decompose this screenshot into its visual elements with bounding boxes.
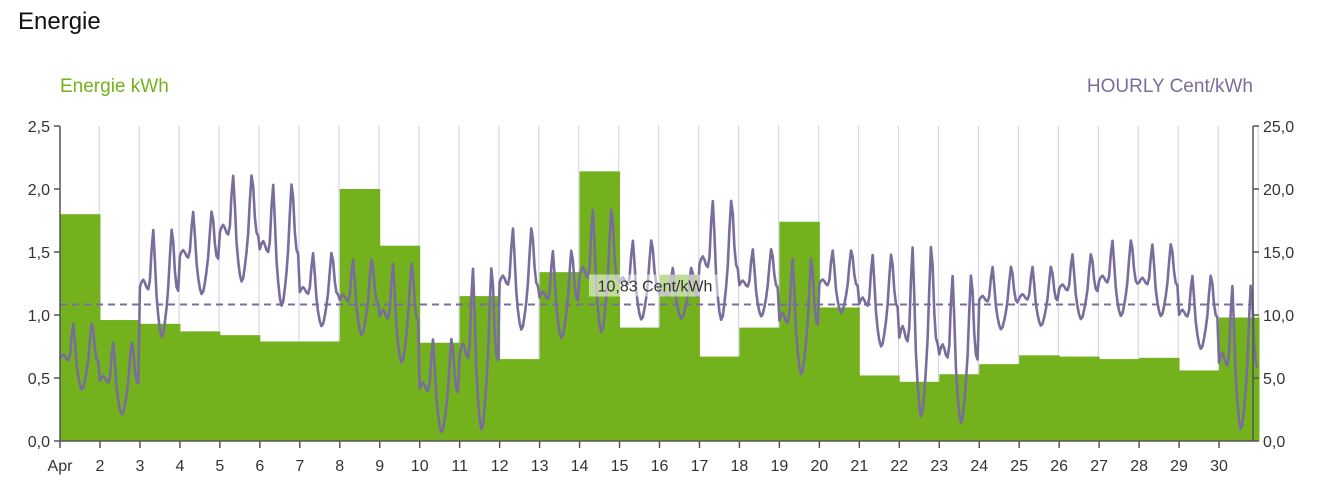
x-tick-label: Apr xyxy=(48,458,74,475)
x-tick-label: 21 xyxy=(850,458,868,475)
energy-bar xyxy=(699,356,740,441)
energy-bar xyxy=(499,359,541,441)
x-tick-label: 7 xyxy=(295,458,304,475)
left-tick-label: 2,5 xyxy=(28,119,50,136)
x-tick-label: 14 xyxy=(571,458,589,475)
energy-bar xyxy=(1059,356,1100,441)
axis-layer: 0,0 0,5 1,0 1,5 2,0 2,5 0,0 5,0 10,0 15,0 20,0 25,0… xyxy=(28,119,1294,475)
left-axis-title: Energie kWh xyxy=(60,76,169,97)
energy-bar xyxy=(659,274,700,441)
x-tick-label: 12 xyxy=(491,458,509,475)
x-tick-label: 2 xyxy=(96,458,105,475)
energy-bar xyxy=(219,335,261,441)
x-tick-label: 20 xyxy=(810,458,828,475)
x-tick-label: 15 xyxy=(611,458,629,475)
energy-bar xyxy=(619,327,660,441)
x-tick-label: 13 xyxy=(531,458,549,475)
right-tick-label: 5,0 xyxy=(1263,371,1285,388)
energy-bar xyxy=(819,307,860,441)
energy-bar xyxy=(299,341,341,441)
energy-bar xyxy=(539,272,581,441)
x-tick-label: 16 xyxy=(651,458,669,475)
x-tick-label: 3 xyxy=(135,458,144,475)
right-tick-label: 0,0 xyxy=(1263,434,1285,451)
x-tick-label: 18 xyxy=(731,458,749,475)
left-tick-label: 0,5 xyxy=(28,371,50,388)
average-price-label: 10,83 Cent/kWh xyxy=(598,279,713,296)
right-axis-title: HOURLY Cent/kWh xyxy=(1087,76,1253,97)
energy-bar xyxy=(579,171,621,442)
x-tick-label: 8 xyxy=(335,458,344,475)
energy-bar xyxy=(779,221,820,441)
energy-bar xyxy=(1019,355,1060,441)
x-tick-label: 30 xyxy=(1210,458,1228,475)
energy-bar xyxy=(739,327,780,441)
right-tick-label: 25,0 xyxy=(1263,119,1294,136)
energy-bar xyxy=(339,189,381,441)
left-tick-label: 0,0 xyxy=(28,434,50,451)
energy-bar xyxy=(979,364,1020,441)
energy-bar xyxy=(139,323,181,441)
x-tick-label: 19 xyxy=(770,458,788,475)
energy-bar xyxy=(859,375,900,441)
energy-bar xyxy=(1139,357,1180,441)
bar-layer xyxy=(60,171,1260,442)
x-tick-label: 6 xyxy=(255,458,264,475)
x-tick-label: 27 xyxy=(1090,458,1108,475)
x-tick-label: 11 xyxy=(451,458,468,475)
x-tick-label: 5 xyxy=(215,458,224,475)
right-tick-label: 20,0 xyxy=(1263,182,1294,199)
x-tick-label: 10 xyxy=(411,458,429,475)
average-label-bg xyxy=(589,274,721,297)
x-tick-label: 4 xyxy=(175,458,184,475)
energy-bar xyxy=(179,331,221,441)
card-title: Energie xyxy=(18,8,101,35)
x-tick-label: 25 xyxy=(1010,458,1028,475)
x-tick-label: 17 xyxy=(691,458,709,475)
left-tick-label: 1,5 xyxy=(28,245,50,262)
x-tick-label: 26 xyxy=(1050,458,1068,475)
energy-bar xyxy=(259,341,301,441)
energy-bar xyxy=(1179,370,1220,441)
x-tick-label: 29 xyxy=(1170,458,1188,475)
x-tick-label: 24 xyxy=(970,458,988,475)
average-price-layer: 10,83 Cent/kWh xyxy=(60,274,1253,306)
x-tick-label: 28 xyxy=(1130,458,1148,475)
right-tick-label: 10,0 xyxy=(1263,308,1294,325)
x-tick-label: 23 xyxy=(930,458,948,475)
x-tick-label: 22 xyxy=(890,458,908,475)
left-tick-label: 2,0 xyxy=(28,182,50,199)
energy-bar xyxy=(60,214,101,441)
left-tick-label: 1,0 xyxy=(28,308,50,325)
energy-bar xyxy=(1099,359,1140,441)
x-tick-label: 9 xyxy=(375,458,384,475)
right-tick-label: 15,0 xyxy=(1263,245,1294,262)
